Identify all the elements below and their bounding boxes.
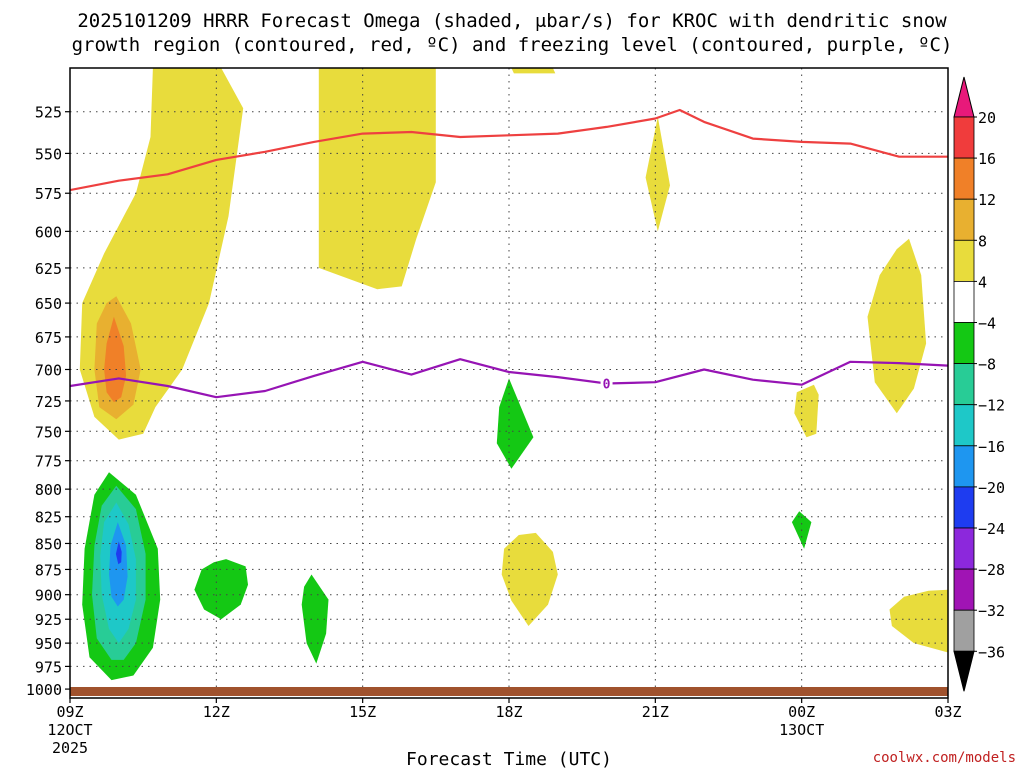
colorbar-swatch-13 [953,609,975,652]
colorbar-swatch-10 [953,486,975,529]
colorbar-label-5: −4 [978,315,996,333]
colorbar-label-2: 12 [978,191,996,209]
omega-region-9-level-4 [889,589,948,653]
omega-region-4-level-4 [511,68,556,74]
colorbar-label-8: −16 [978,438,1005,456]
freezing-label-bg [600,376,613,391]
x-tick-date-09Z: 12OCT [47,721,92,739]
y-tick-label-525: 525 [35,104,62,122]
colorbar-label-7: −12 [978,397,1005,415]
colorbar: 20 16 12 8 4 −4 −8 −12 −16 −20 −24 −28 −32 −36 [953,76,1005,692]
y-tick-label-1000: 1000 [26,681,62,699]
y-tick-label-925: 925 [35,611,62,629]
freezing-level-label: 0 [603,377,611,392]
y-tick-label-575: 575 [35,185,62,203]
colorbar-label-0: 20 [978,109,996,127]
colorbar-label-11: −28 [978,561,1005,579]
omega-region-15-level--4 [194,559,248,620]
colorbar-swatch-6 [953,322,975,364]
y-tick-label-900: 900 [35,587,62,605]
omega-region-7-level-4 [794,384,819,438]
x-tick-label-18Z: 18Z [495,703,522,721]
y-tick-label-775: 775 [35,453,62,471]
colorbar-arrow-top [953,76,975,118]
y-tick-label-975: 975 [35,658,62,676]
dotted-grid [70,68,948,698]
omega-region-14-level--20 [115,541,122,565]
y-tick-label-875: 875 [35,561,62,579]
colorbar-label-12: −32 [978,602,1005,620]
colorbar-swatch-4 [953,239,975,282]
omega-region-8-level-4 [501,532,558,626]
omega-region-16-level--4 [301,574,329,664]
omega-shaded-regions [79,68,948,681]
colorbar-swatch-12 [953,568,975,611]
colorbar-swatch-3 [953,198,975,241]
x-tick-label-09Z: 09Z [56,703,83,721]
chart-title-line2: growth region (contoured, red, ºC) and f… [71,34,953,56]
y-tick-label-725: 725 [35,393,62,411]
y-tick-label-600: 600 [35,223,62,241]
x-tick-year-09Z: 2025 [52,739,88,757]
colorbar-swatch-8 [953,404,975,447]
colorbar-label-13: −36 [978,643,1005,661]
colorbar-swatch-9 [953,445,975,488]
colorbar-swatch-2 [953,157,975,200]
colorbar-label-3: 8 [978,232,987,250]
y-tick-label-950: 950 [35,635,62,653]
y-tick-label-550: 550 [35,145,62,163]
colorbar-label-10: −24 [978,520,1005,538]
x-tick-date-00Z: 13OCT [779,721,824,739]
y-tick-label-800: 800 [35,481,62,499]
x-tick-label-15Z: 15Z [349,703,376,721]
x-tick-label-12Z: 12Z [203,703,230,721]
y-tick-label-650: 650 [35,295,62,313]
colorbar-swatch-7 [953,363,975,406]
credit-text: coolwx.com/models [873,750,1016,766]
colorbar-swatch-1 [953,116,975,159]
contour-lines: 0 [70,108,948,399]
y-tick-label-850: 850 [35,535,62,553]
x-tick-label-00Z: 00Z [788,703,815,721]
y-tick-label-750: 750 [35,423,62,441]
y-tick-label-675: 675 [35,329,62,347]
colorbar-label-6: −8 [978,356,996,374]
y-tick-label-700: 700 [35,361,62,379]
colorbar-label-9: −20 [978,479,1005,497]
x-tick-label-21Z: 21Z [642,703,669,721]
colorbar-arrow-bottom [953,650,975,692]
omega-region-6-level-4 [867,238,927,414]
surface-strip [70,687,948,696]
colorbar-label-1: 16 [978,150,996,168]
y-axis: 525 550 575 600 625 650 675 700 725 750 775 800 825 8… [26,104,70,699]
colorbar-label-4: 4 [978,273,987,291]
y-tick-label-625: 625 [35,260,62,278]
freezing-level-contour [70,358,948,399]
chart-title-line1: 2025101209 HRRR Forecast Omega (shaded, … [77,10,947,32]
y-tick-label-825: 825 [35,509,62,527]
omega-region-5-level-4 [645,116,670,232]
colorbar-swatch-11 [953,527,975,570]
omega-region-3-level-4 [318,68,436,290]
x-axis-title: Forecast Time (UTC) [406,749,612,768]
x-tick-label-03Z: 03Z [934,703,961,721]
colorbar-swatch-5 [953,280,975,323]
dendritic-growth-contour [70,108,948,192]
